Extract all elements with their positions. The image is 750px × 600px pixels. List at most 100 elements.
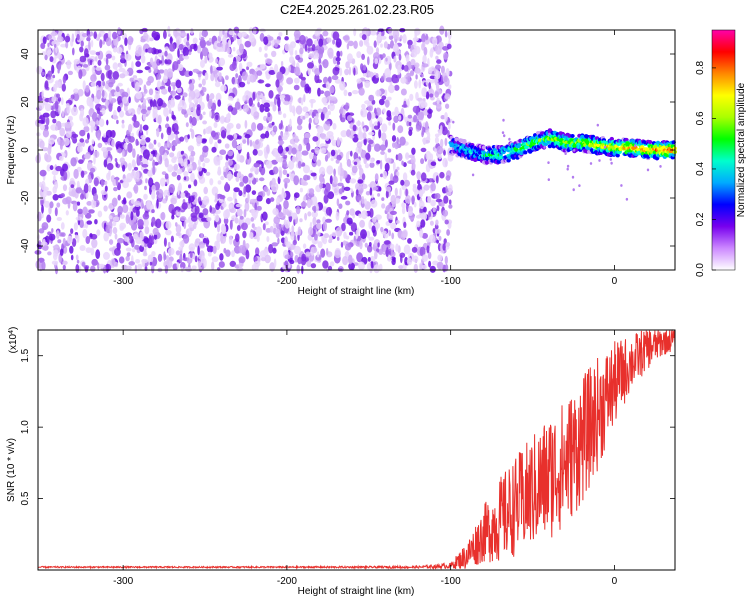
noise-cell	[169, 152, 175, 158]
noise-cell	[173, 163, 179, 171]
noise-cell	[103, 205, 108, 212]
noise-cell	[233, 163, 240, 170]
noise-cell	[425, 150, 432, 161]
noise-cell	[373, 264, 381, 274]
x-tick-label: 0	[612, 276, 618, 287]
signal-scatter-cell	[589, 162, 593, 165]
noise-cell	[238, 256, 246, 264]
noise-cell	[427, 251, 432, 260]
noise-cell	[90, 74, 97, 82]
noise-cell	[97, 210, 103, 218]
noise-cell	[440, 138, 444, 149]
noise-cell	[291, 156, 297, 163]
noise-cell	[72, 202, 78, 212]
noise-cell	[430, 182, 436, 192]
noise-cell	[191, 265, 197, 270]
noise-cell	[443, 52, 449, 60]
noise-cell	[191, 215, 198, 222]
noise-cell	[175, 224, 182, 234]
noise-cell	[392, 29, 400, 39]
noise-cell	[319, 166, 326, 176]
noise-cell	[330, 157, 334, 162]
noise-cell	[217, 180, 222, 185]
noise-cell	[299, 218, 303, 223]
noise-cell	[429, 220, 434, 226]
noise-cell	[124, 237, 130, 242]
noise-cell	[78, 159, 84, 165]
noise-cell	[70, 184, 75, 189]
noise-cell	[325, 206, 333, 216]
y-tick-label: -40	[20, 238, 31, 253]
noise-cell	[283, 154, 288, 159]
noise-cell	[89, 50, 97, 55]
noise-cell	[442, 157, 448, 168]
signal-scatter-cell	[610, 161, 613, 165]
noise-cell	[315, 254, 322, 261]
noise-cell	[369, 30, 377, 36]
noise-cell	[301, 181, 309, 186]
noise-cell	[293, 84, 300, 91]
noise-cell	[196, 135, 203, 145]
noise-cell	[61, 97, 64, 105]
noise-cell	[384, 162, 390, 172]
noise-cell	[41, 51, 47, 56]
noise-cell	[167, 164, 174, 173]
noise-cell	[365, 152, 371, 160]
noise-cell	[214, 240, 219, 248]
noise-cell	[366, 230, 371, 239]
noise-cell	[257, 79, 265, 84]
noise-cell	[183, 171, 189, 177]
noise-cell	[194, 255, 198, 263]
noise-cell	[436, 97, 440, 105]
noise-cell	[259, 103, 265, 113]
noise-cell	[105, 147, 113, 151]
noise-cell	[212, 245, 217, 254]
noise-cell	[374, 173, 379, 182]
noise-cell	[167, 241, 171, 248]
noise-cell	[235, 203, 243, 208]
noise-cell	[79, 219, 84, 228]
noise-cell	[211, 146, 217, 153]
noise-cell	[375, 107, 382, 116]
noise-cell	[356, 51, 362, 59]
noise-cell	[418, 100, 426, 109]
noise-cell	[402, 172, 408, 182]
noise-cell	[245, 249, 250, 260]
noise-cell	[326, 165, 334, 175]
noise-cell	[395, 220, 400, 224]
noise-cell	[323, 194, 329, 204]
noise-cell	[269, 262, 276, 272]
noise-cell	[343, 89, 348, 97]
noise-cell	[410, 70, 414, 77]
noise-cell	[444, 219, 449, 225]
noise-cell	[167, 85, 172, 93]
noise-cell	[168, 183, 175, 194]
noise-cell	[91, 66, 95, 74]
y-tick-label: 0.5	[20, 491, 31, 505]
noise-cell	[314, 52, 320, 59]
noise-cell	[214, 214, 220, 223]
noise-cell	[445, 191, 452, 196]
noise-cell	[418, 262, 423, 270]
noise-cell	[42, 129, 50, 138]
noise-cell	[110, 258, 116, 269]
noise-cell	[324, 90, 331, 98]
noise-cell	[122, 204, 129, 214]
noise-cell	[218, 155, 223, 161]
noise-cell	[253, 111, 260, 120]
noise-cell	[51, 96, 57, 103]
noise-cell	[394, 187, 398, 197]
noise-cell	[241, 71, 248, 81]
noise-cell	[248, 173, 253, 178]
figure-title: C2E4.2025.261.02.23.R05	[280, 2, 434, 17]
noise-cell	[127, 35, 134, 46]
noise-cell	[134, 244, 140, 250]
noise-cell	[392, 251, 396, 257]
noise-cell	[140, 135, 146, 139]
noise-cell	[336, 61, 341, 65]
noise-cell	[368, 94, 375, 102]
colorbar-tick-label: 0.0	[695, 263, 706, 277]
noise-cell	[300, 97, 304, 106]
noise-cell	[54, 101, 59, 110]
